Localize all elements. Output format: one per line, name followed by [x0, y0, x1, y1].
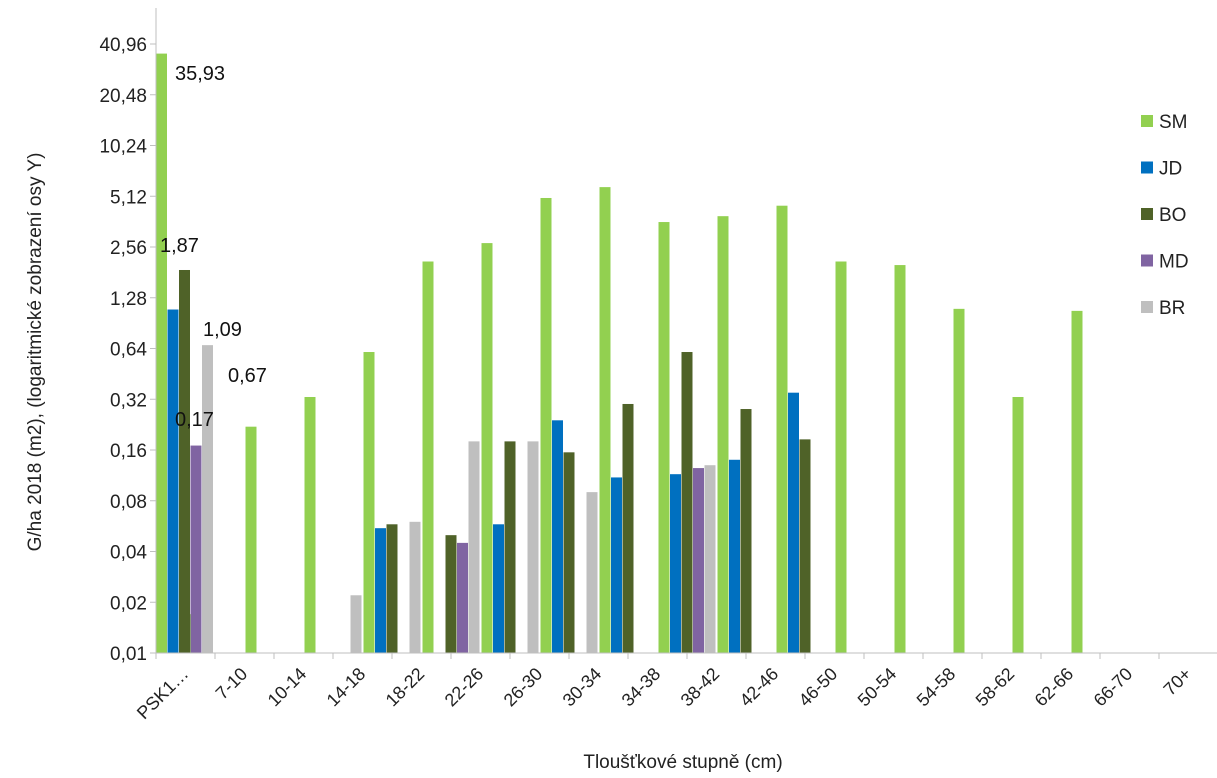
x-tick-label: 54-58 — [913, 664, 960, 711]
data-labels: 35,93 1,87 1,09 0,67 0,17 — [160, 63, 267, 431]
bar-jd — [729, 459, 740, 653]
bar-bo — [740, 409, 752, 653]
bar-jd — [493, 524, 504, 653]
bar-sm — [304, 396, 316, 653]
x-tick-label: 34-38 — [618, 664, 665, 711]
legend-swatch-sm — [1141, 115, 1153, 127]
bar-md — [693, 468, 704, 653]
x-tick-label: 7-10 — [212, 664, 252, 704]
x-tick-label: 46-50 — [795, 664, 842, 711]
y-axis-title: G/ha 2018 (m2), (logaritmické zobrazení … — [25, 153, 46, 552]
bar-sm — [245, 426, 257, 653]
legend-swatch-br — [1141, 301, 1153, 313]
bar-br — [409, 521, 421, 653]
x-tick-label: 70+ — [1160, 664, 1196, 700]
legend-swatch-bo — [1141, 208, 1153, 220]
legend-label-br: BR — [1159, 298, 1185, 319]
data-label: 1,09 — [203, 319, 242, 341]
bar-sm — [717, 216, 729, 654]
x-tick-label: 50-54 — [854, 664, 901, 711]
legend: SM JD BO MD BR — [1141, 112, 1189, 319]
x-tick-label: 18-22 — [382, 664, 429, 711]
bar-br — [704, 465, 716, 653]
y-tick-label: 0,08 — [110, 492, 147, 513]
x-tick-label: 22-26 — [441, 664, 488, 711]
y-tick-label: 20,48 — [99, 86, 147, 107]
bar-jd — [552, 420, 563, 653]
bar-sm — [599, 187, 611, 653]
bar-sm — [894, 265, 906, 653]
bar-jd — [167, 309, 179, 653]
y-tick-label: 0,04 — [110, 543, 147, 564]
bar-bo — [386, 524, 398, 653]
data-label: 0,67 — [228, 365, 267, 387]
bar-sm — [422, 261, 434, 653]
bar-sm — [481, 243, 493, 653]
y-tick-label: 0,64 — [110, 340, 147, 361]
legend-label-jd: JD — [1159, 159, 1182, 180]
bar-bo — [179, 269, 190, 653]
bar-sm — [156, 53, 167, 653]
y-axis: 0,01 0,02 0,04 0,08 0,16 0,32 0,64 1,28 2,56 5,12… — [99, 8, 157, 665]
legend-label-bo: BO — [1159, 205, 1186, 226]
bar-bo — [622, 403, 634, 653]
x-tick-label: 58-62 — [972, 664, 1019, 711]
bar-sm — [540, 197, 552, 653]
bar-sm — [1071, 310, 1083, 653]
legend-label-md: MD — [1159, 252, 1189, 273]
y-tick-label: 1,28 — [110, 289, 147, 310]
bar-bo — [504, 441, 516, 653]
bar-jd — [375, 528, 386, 653]
x-axis-title: Tloušťkové stupně (cm) — [583, 752, 782, 773]
bar-bo — [445, 535, 457, 653]
bar-sm — [363, 352, 375, 653]
legend-swatch-jd — [1141, 161, 1153, 174]
data-label: 0,17 — [175, 409, 214, 431]
bar-br — [468, 441, 480, 653]
bar-bo — [681, 352, 693, 653]
bar-md — [457, 542, 468, 653]
legend-label-sm: SM — [1159, 112, 1188, 133]
x-tick-label: 62-66 — [1031, 664, 1078, 711]
x-tick-label: 66-70 — [1090, 664, 1137, 711]
data-label: 1,87 — [160, 235, 199, 257]
y-tick-label: 2,56 — [110, 238, 147, 259]
bar-sm — [776, 205, 788, 653]
bar-sm — [658, 222, 670, 653]
bar-br — [202, 345, 213, 653]
bar-br — [586, 492, 598, 653]
bar-md — [190, 445, 202, 653]
bar-jd — [788, 392, 799, 653]
bar-sm — [1012, 396, 1024, 653]
x-tick-label: 14-18 — [323, 664, 370, 711]
bar-jd — [611, 477, 622, 653]
x-tick-label: PSK1… — [133, 664, 192, 723]
y-tick-label: 0,01 — [110, 644, 147, 665]
x-tick-label: 10-14 — [264, 664, 311, 711]
y-tick-label: 5,12 — [110, 187, 147, 208]
bar-sm — [953, 308, 965, 653]
y-tick-label: 10,24 — [99, 137, 147, 158]
bar-br — [527, 441, 539, 653]
bar-bo — [563, 452, 575, 653]
bar-sm — [835, 261, 847, 653]
x-tick-label: 42-46 — [736, 664, 783, 711]
plot-area — [156, 53, 1083, 654]
x-axis: PSK1… 7-10 10-14 14-18 18-22 22-26 26-30 30-34 3… — [133, 652, 1217, 723]
y-tick-label: 0,02 — [110, 593, 147, 614]
bar-br — [350, 595, 362, 653]
y-tick-label: 0,32 — [110, 390, 147, 411]
bar-bo — [799, 439, 811, 653]
data-label: 35,93 — [175, 63, 225, 85]
x-tick-label: 30-34 — [559, 664, 606, 711]
y-tick-label: 40,96 — [99, 35, 147, 56]
x-tick-label: 26-30 — [500, 664, 547, 711]
x-tick-label: 38-42 — [677, 664, 724, 711]
bar-jd — [670, 474, 681, 653]
y-tick-label: 0,16 — [110, 441, 147, 462]
legend-swatch-md — [1141, 254, 1153, 267]
